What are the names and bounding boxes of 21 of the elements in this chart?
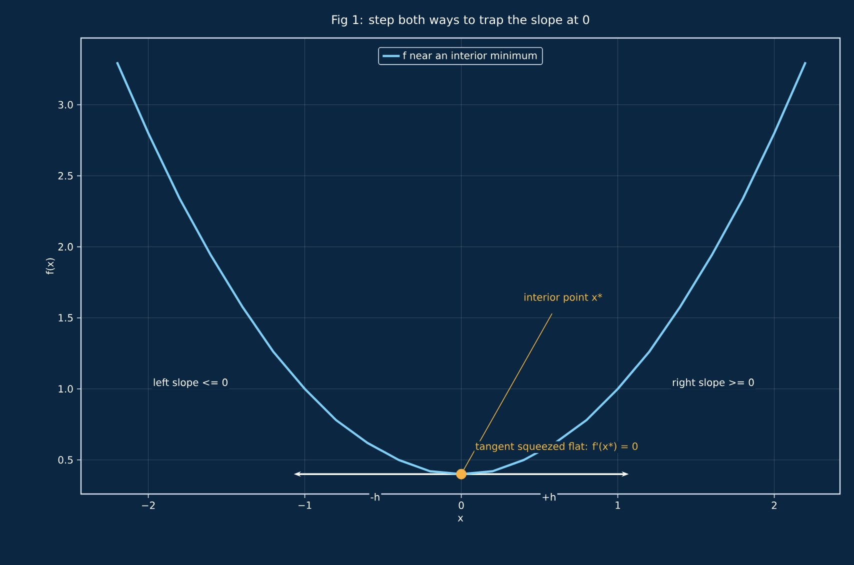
annotation: +h <box>542 493 556 501</box>
y-axis-title: f(x) <box>46 258 55 274</box>
legend-label: f near an interior minimum <box>402 51 537 60</box>
y-tick-label: 0.5 <box>58 456 73 464</box>
x-tick-label: 1 <box>616 502 620 509</box>
x-tick-label: −1 <box>298 502 312 509</box>
y-tick-label: 2.0 <box>58 243 73 251</box>
chart-title: Fig 1: step both ways to trap the slope at 0 <box>332 14 590 26</box>
x-tick-label: 0 <box>458 502 464 510</box>
annotation: -h <box>370 493 380 501</box>
y-tick-label: 1.5 <box>58 314 73 322</box>
annotation: tangent squeezed flat: f'(x*) = 0 <box>476 442 638 452</box>
annotation: left slope <= 0 <box>154 378 228 388</box>
annotation: interior point x* <box>524 293 602 303</box>
x-axis-title: x <box>458 516 464 522</box>
y-tick-label: 1.0 <box>58 385 73 393</box>
x-tick-label: −2 <box>142 502 155 509</box>
x-tick-label: 2 <box>772 502 776 509</box>
y-tick-label: 2.5 <box>58 172 73 180</box>
y-tick-label: 3.0 <box>58 100 73 109</box>
annotation: right slope >= 0 <box>672 378 754 388</box>
